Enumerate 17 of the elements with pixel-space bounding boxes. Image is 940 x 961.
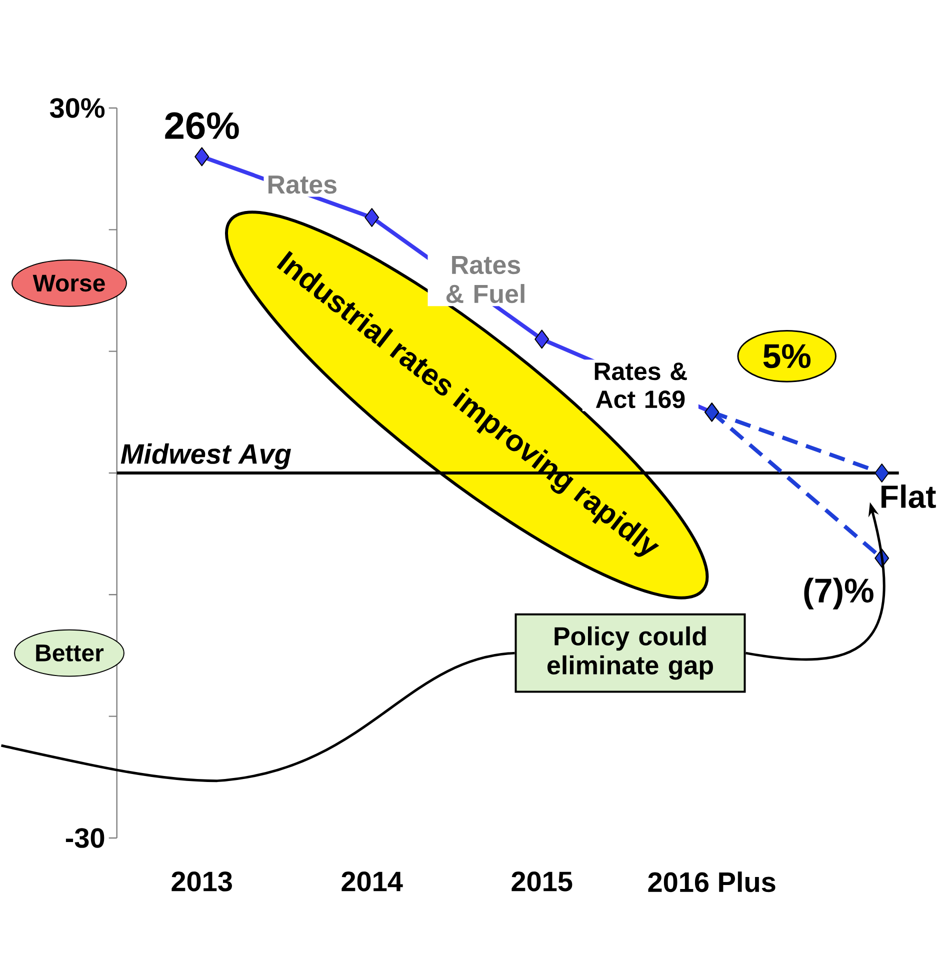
annotation: Rates & Fuel: [446, 256, 525, 304]
x-tick-label: 2013: [172, 872, 232, 892]
annotation: Policy could eliminate gap: [548, 626, 714, 680]
x-tick-label: 2016 Plus: [648, 872, 776, 892]
data-label: 5%: [764, 344, 811, 368]
text: Worse: [33, 274, 106, 292]
y-tick-label: -30: [66, 828, 104, 848]
data-label: Flat: [882, 484, 936, 508]
text: Better: [36, 644, 104, 662]
y-tick-label: 30%: [50, 98, 105, 118]
x-tick-label: 2014: [342, 872, 404, 892]
x-tick-label: 2015: [512, 872, 572, 892]
annotation: Rates & Act 169: [595, 362, 688, 408]
annotation: Rates: [268, 176, 337, 194]
ref-line-label: Midwest Avg: [121, 443, 292, 470]
data-label: 26%: [165, 112, 240, 140]
data-label: (7)%: [804, 578, 874, 610]
